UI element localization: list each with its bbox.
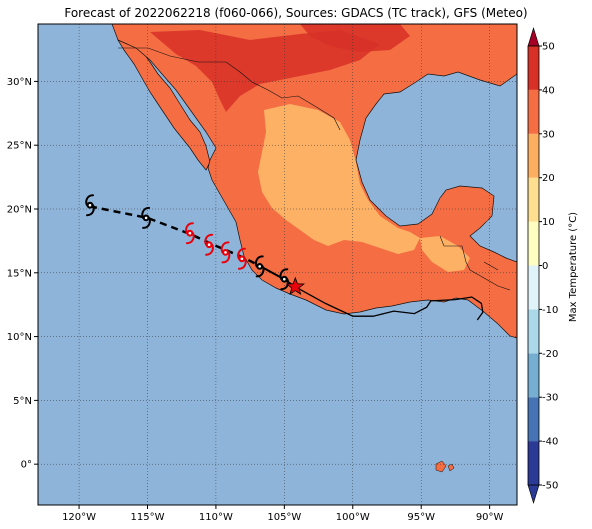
colorbar-under-arrow bbox=[527, 484, 540, 505]
galapagos-islands bbox=[435, 460, 455, 473]
axis-ticks: 120°W 115°W 110°W 105°W 100°W 95°W 90°W 30°N 25°… bbox=[7, 77, 504, 523]
colorbar: -50 -40 -30 -20 -10 0 10 20 30 40 50 bbox=[527, 26, 558, 505]
cyclone-symbol-icon bbox=[185, 222, 195, 245]
lon-tick-label: 105°W bbox=[267, 512, 301, 523]
current-position-star bbox=[285, 276, 305, 296]
lon-tick-label: 110°W bbox=[199, 512, 233, 523]
cyclone-symbol-icon bbox=[220, 241, 231, 264]
southern-highland-cool bbox=[420, 236, 470, 272]
colorbar-tick-label: 50 bbox=[542, 42, 555, 53]
lat-tick-label: 30°N bbox=[7, 77, 32, 88]
cyclone-symbol-icon bbox=[141, 206, 151, 229]
lat-tick-label: 0° bbox=[21, 460, 32, 471]
cyclone-symbol-icon bbox=[279, 268, 290, 291]
lat-tick-label: 15°N bbox=[7, 268, 32, 279]
baja-california-land bbox=[117, 39, 211, 171]
colorbar-over-arrow bbox=[527, 26, 540, 47]
lon-tick-label: 100°W bbox=[336, 512, 370, 523]
land-temperature-fill bbox=[111, 24, 517, 473]
colorbar-label: Max Temperature (°C) bbox=[568, 212, 579, 322]
colorbar-segment bbox=[528, 177, 539, 222]
colorbar-tick-label: -50 bbox=[542, 481, 558, 492]
hot-band bbox=[150, 30, 380, 112]
colorbar-tick-label: 10 bbox=[542, 217, 555, 228]
yucatan-warm bbox=[440, 190, 492, 236]
colorbar-tick-label: -20 bbox=[542, 349, 558, 360]
colorbar-tick-label: -10 bbox=[542, 305, 558, 316]
forecast-track-dashed bbox=[89, 205, 259, 267]
colorbar-segment bbox=[528, 397, 539, 442]
colorbar-tick-label: 40 bbox=[542, 85, 555, 96]
colorbar-segment bbox=[528, 46, 539, 90]
colorbar-segment bbox=[528, 441, 539, 485]
map-title: Forecast of 2022062218 (f060-066), Sourc… bbox=[64, 6, 528, 20]
lon-tick-label: 115°W bbox=[130, 512, 164, 523]
country-borders bbox=[118, 47, 511, 291]
lat-tick-label: 20°N bbox=[7, 205, 32, 216]
lon-tick-label: 120°W bbox=[62, 512, 96, 523]
hot-band-north bbox=[300, 24, 410, 52]
cyclone-symbol-icon bbox=[85, 194, 95, 217]
colorbar-segment bbox=[528, 133, 539, 178]
colorbar-tick-label: 0 bbox=[542, 261, 548, 272]
lat-tick-label: 5°N bbox=[13, 396, 32, 407]
cyclone-symbol-icon bbox=[254, 255, 265, 278]
colorbar-tick-label: -30 bbox=[542, 393, 558, 404]
map-frame bbox=[37, 23, 518, 506]
cyclone-symbol-icon bbox=[204, 233, 214, 256]
lon-tick-label: 95°W bbox=[407, 512, 435, 523]
colorbar-segment bbox=[528, 353, 539, 398]
cyclone-symbols bbox=[85, 194, 290, 291]
lat-tick-label: 25°N bbox=[7, 141, 32, 152]
colorbar-segment bbox=[528, 309, 539, 354]
lon-tick-label: 90°W bbox=[476, 512, 504, 523]
guatemala-border bbox=[439, 235, 471, 271]
map-gridlines bbox=[38, 24, 517, 505]
storm-swath-line bbox=[294, 286, 484, 321]
highland-cool-area bbox=[258, 104, 420, 254]
lat-tick-label: 10°N bbox=[7, 332, 32, 343]
colorbar-segment bbox=[528, 221, 539, 266]
colorbar-segment bbox=[528, 265, 539, 310]
colorbar-tick-label: 30 bbox=[542, 129, 555, 140]
colorbar-tick-label: 20 bbox=[542, 173, 555, 184]
us-mexico-border bbox=[118, 47, 341, 131]
cyclone-symbol-icon bbox=[237, 247, 247, 270]
map-area bbox=[38, 24, 517, 505]
colorbar-tick-label: -40 bbox=[542, 437, 558, 448]
central-america-borders bbox=[469, 261, 511, 291]
colorbar-segment bbox=[528, 89, 539, 134]
